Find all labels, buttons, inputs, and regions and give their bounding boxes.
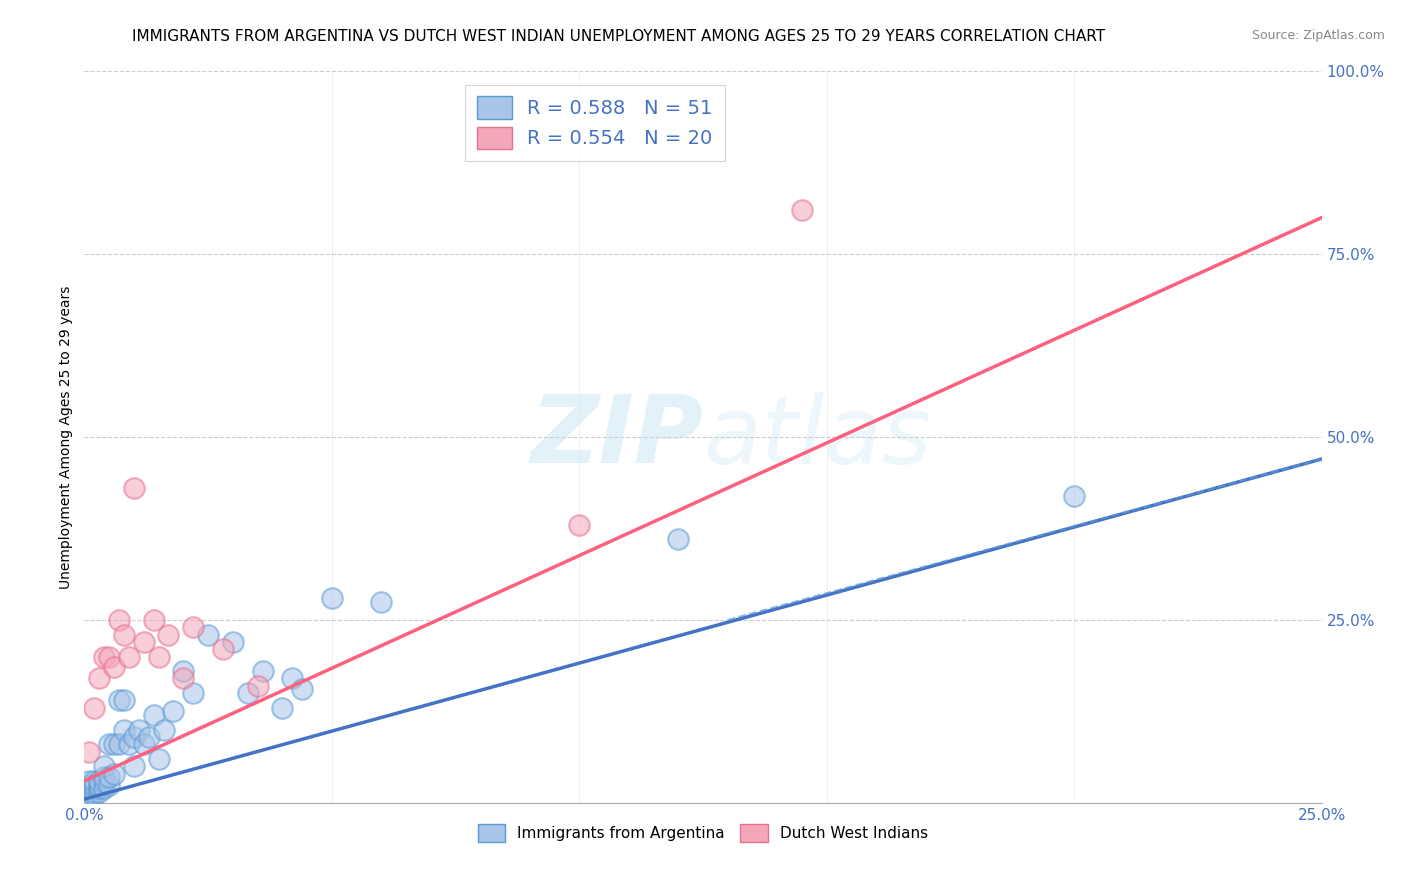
Text: Source: ZipAtlas.com: Source: ZipAtlas.com xyxy=(1251,29,1385,43)
Point xyxy=(118,737,141,751)
Point xyxy=(236,686,259,700)
Text: atlas: atlas xyxy=(703,392,931,483)
Point xyxy=(83,778,105,792)
Point xyxy=(122,481,145,495)
Point xyxy=(93,759,115,773)
Point xyxy=(103,737,125,751)
Point xyxy=(79,778,101,792)
Point xyxy=(108,613,131,627)
Point xyxy=(148,649,170,664)
Point xyxy=(197,627,219,641)
Point xyxy=(291,682,314,697)
Point xyxy=(83,785,105,799)
Point xyxy=(1063,489,1085,503)
Point xyxy=(122,730,145,744)
Point xyxy=(132,635,155,649)
Point xyxy=(103,660,125,674)
Point xyxy=(79,792,101,806)
Point xyxy=(370,594,392,608)
Point xyxy=(128,723,150,737)
Point xyxy=(790,203,813,218)
Point xyxy=(142,613,165,627)
Point xyxy=(162,705,184,719)
Point xyxy=(212,642,235,657)
Point xyxy=(98,649,121,664)
Point xyxy=(666,533,689,547)
Point xyxy=(172,664,194,678)
Point xyxy=(108,693,131,707)
Point xyxy=(222,635,245,649)
Point xyxy=(103,766,125,780)
Point xyxy=(89,785,111,799)
Point xyxy=(271,700,294,714)
Point xyxy=(122,759,145,773)
Point xyxy=(83,700,105,714)
Point xyxy=(281,672,304,686)
Point xyxy=(83,781,105,796)
Point xyxy=(246,679,269,693)
Point xyxy=(83,773,105,788)
Point xyxy=(112,693,135,707)
Point xyxy=(79,773,101,788)
Point xyxy=(98,778,121,792)
Point xyxy=(89,781,111,796)
Point xyxy=(98,770,121,784)
Point xyxy=(89,672,111,686)
Point xyxy=(93,781,115,796)
Point xyxy=(112,723,135,737)
Point xyxy=(83,789,105,803)
Point xyxy=(98,737,121,751)
Point xyxy=(93,649,115,664)
Point xyxy=(89,778,111,792)
Point xyxy=(93,773,115,788)
Point xyxy=(112,627,135,641)
Point xyxy=(172,672,194,686)
Point xyxy=(79,785,101,799)
Point xyxy=(252,664,274,678)
Point xyxy=(181,620,204,634)
Point xyxy=(89,773,111,788)
Text: IMMIGRANTS FROM ARGENTINA VS DUTCH WEST INDIAN UNEMPLOYMENT AMONG AGES 25 TO 29 : IMMIGRANTS FROM ARGENTINA VS DUTCH WEST … xyxy=(132,29,1105,45)
Point xyxy=(132,737,155,751)
Point xyxy=(79,781,101,796)
Point xyxy=(79,789,101,803)
Point xyxy=(142,708,165,723)
Text: ZIP: ZIP xyxy=(530,391,703,483)
Point xyxy=(93,770,115,784)
Point xyxy=(138,730,160,744)
Point xyxy=(152,723,174,737)
Point xyxy=(157,627,180,641)
Point xyxy=(118,649,141,664)
Point xyxy=(148,752,170,766)
Point xyxy=(321,591,343,605)
Legend: Immigrants from Argentina, Dutch West Indians: Immigrants from Argentina, Dutch West In… xyxy=(471,818,935,847)
Point xyxy=(181,686,204,700)
Point xyxy=(108,737,131,751)
Point xyxy=(568,517,591,532)
Point xyxy=(79,745,101,759)
Y-axis label: Unemployment Among Ages 25 to 29 years: Unemployment Among Ages 25 to 29 years xyxy=(59,285,73,589)
